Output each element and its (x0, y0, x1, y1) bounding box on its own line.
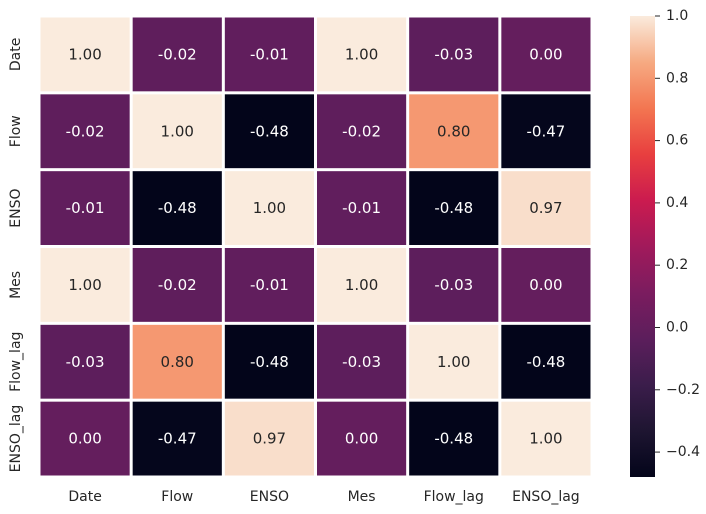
heatmap-cell-ENSO-Flow (132, 171, 222, 245)
x-tick-label: Flow_lag (424, 489, 484, 505)
cell-value-label: 1.00 (437, 353, 470, 371)
colorbar-tick-label: 0.4 (666, 195, 688, 211)
cell-value-label: 1.00 (345, 276, 378, 294)
heatmap-cell-Flow-Flow (132, 94, 222, 169)
cell-value-label: -0.02 (342, 122, 381, 140)
colorbar-tick-label: 0.0 (666, 319, 688, 335)
heatmap-cell-Date-ENSO (224, 17, 314, 92)
cell-value-label: -0.02 (66, 122, 105, 140)
heatmap-cell-ENSO_lag-Date (40, 401, 130, 476)
cell-value-label: -0.01 (66, 199, 105, 217)
colorbar (630, 16, 655, 477)
colorbar-ticks: 1.0 0.8 0.6 0.4 0.2 0.0 −0.2 −0.4 (655, 8, 700, 460)
colorbar-tick-label: 0.8 (666, 70, 688, 86)
heatmap-cell-ENSO-ENSO (224, 171, 314, 245)
cell-value-label: -0.03 (434, 45, 473, 63)
heatmap-cell-Mes-ENSO (224, 248, 314, 322)
cell-value-label: 0.97 (253, 430, 286, 448)
heatmap-cell-Flow-ENSO (224, 94, 314, 169)
x-tick-label: Mes (348, 489, 376, 505)
heatmap-cell-Flow-Flow_lag (409, 94, 499, 169)
heatmap-cell-Date-ENSO_lag (501, 17, 591, 92)
heatmap-cell-Mes-Flow_lag (409, 248, 499, 322)
heatmap-cell-ENSO-Mes (317, 171, 407, 245)
cell-value-label: -0.48 (250, 353, 289, 371)
cell-value-label: -0.48 (527, 353, 566, 371)
y-tick-label: Flow_lag (8, 332, 24, 392)
heatmap-cells (40, 17, 591, 476)
cell-value-label: -0.03 (434, 276, 473, 294)
cell-value-label: 1.00 (529, 430, 562, 448)
heatmap-cell-Date-Flow (132, 17, 222, 92)
cell-value-label: 0.80 (161, 353, 194, 371)
colorbar-tick-label: 1.0 (666, 8, 688, 24)
heatmap-cell-Flow_lag-Flow_lag (409, 324, 499, 399)
colorbar-tick-label: 0.6 (666, 133, 688, 149)
heatmap-cell-ENSO_lag-ENSO (224, 401, 314, 476)
heatmap-cell-Flow_lag-ENSO (224, 324, 314, 399)
cell-value-label: -0.03 (66, 353, 105, 371)
heatmap-cell-ENSO_lag-ENSO_lag (501, 401, 591, 476)
heatmap-cell-Mes-Mes (317, 248, 407, 322)
heatmap-cell-Mes-Date (40, 248, 130, 322)
colorbar-tick-label: −0.4 (666, 444, 700, 460)
cell-value-label: 0.00 (68, 430, 101, 448)
heatmap-cell-Flow-Date (40, 94, 130, 169)
cell-value-label: -0.02 (158, 276, 197, 294)
cell-value-label: -0.47 (527, 122, 566, 140)
heatmap-cell-Flow-ENSO_lag (501, 94, 591, 169)
cell-value-label: 1.00 (161, 122, 194, 140)
cell-value-label: -0.01 (250, 276, 289, 294)
cell-value-label: -0.48 (250, 122, 289, 140)
cell-value-label: -0.47 (158, 430, 197, 448)
cell-value-label: -0.01 (250, 45, 289, 63)
x-tick-label: Date (68, 489, 101, 505)
heatmap-cell-ENSO_lag-Flow (132, 401, 222, 476)
cell-value-label: 0.97 (529, 199, 562, 217)
y-tick-label: Mes (8, 271, 24, 299)
heatmap-cell-Flow_lag-Date (40, 324, 130, 399)
x-tick-label: ENSO_lag (512, 489, 580, 505)
heatmap-cell-Date-Flow_lag (409, 17, 499, 92)
cell-value-label: -0.48 (158, 199, 197, 217)
heatmap-cell-ENSO_lag-Mes (317, 401, 407, 476)
heatmap-cell-Mes-ENSO_lag (501, 248, 591, 322)
heatmap-cell-ENSO_lag-Flow_lag (409, 401, 499, 476)
cell-value-label: 0.80 (437, 122, 470, 140)
cell-value-label: 1.00 (68, 45, 101, 63)
y-tick-label: Flow (8, 115, 24, 147)
y-tick-label: Date (8, 38, 24, 71)
heatmap-cell-Flow_lag-Mes (317, 324, 407, 399)
cell-value-label: -0.48 (434, 199, 473, 217)
cell-value-label: 0.00 (345, 430, 378, 448)
heatmap-cell-Date-Mes (317, 17, 407, 92)
cell-value-label: 1.00 (345, 45, 378, 63)
y-axis-tick-labels: Date Flow ENSO Mes Flow_lag ENSO_lag (8, 38, 24, 473)
heatmap-cell-ENSO-Flow_lag (409, 171, 499, 245)
x-axis-tick-labels: Date Flow ENSO Mes Flow_lag ENSO_lag (68, 489, 579, 505)
cell-value-label: -0.02 (158, 45, 197, 63)
cell-value-label: -0.48 (434, 430, 473, 448)
heatmap-cell-Flow-Mes (317, 94, 407, 169)
heatmap-cell-Flow_lag-ENSO_lag (501, 324, 591, 399)
colorbar-tick-label: 0.2 (666, 257, 688, 273)
y-tick-label: ENSO (8, 188, 24, 227)
cell-value-label: -0.03 (342, 353, 381, 371)
cell-value-label: -0.01 (342, 199, 381, 217)
heatmap-cell-ENSO-ENSO_lag (501, 171, 591, 245)
heatmap-cell-labels: 1.00 -0.02 -0.01 1.00 -0.03 0.00 -0.02 1.00 -0.4… (66, 45, 566, 447)
x-tick-label: Flow (161, 489, 193, 505)
x-tick-label: ENSO (250, 489, 289, 505)
cell-value-label: 1.00 (253, 199, 286, 217)
y-tick-label: ENSO_lag (8, 405, 24, 473)
heatmap-cell-Mes-Flow (132, 248, 222, 322)
heatmap-cell-Flow_lag-Flow (132, 324, 222, 399)
colorbar-tick-label: −0.2 (666, 382, 700, 398)
heatmap-cell-Date-Date (40, 17, 130, 92)
cell-value-label: 1.00 (68, 276, 101, 294)
cell-value-label: 0.00 (529, 276, 562, 294)
cell-value-label: 0.00 (529, 45, 562, 63)
heatmap-cell-ENSO-Date (40, 171, 130, 245)
